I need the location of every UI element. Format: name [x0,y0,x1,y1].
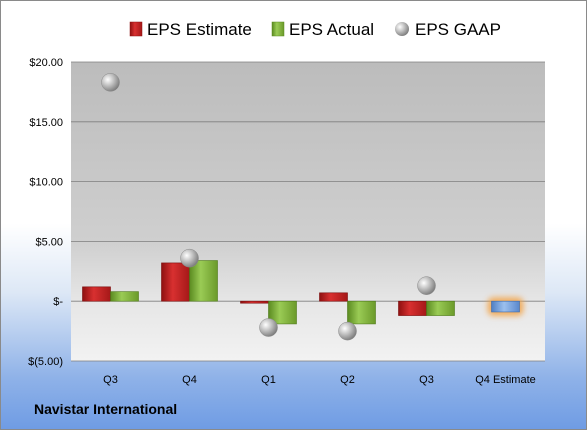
actual-bar [426,300,455,316]
estimate-bar [82,286,111,302]
y-tick-label: $(5.00) [28,356,63,368]
gaap-point [101,73,120,92]
y-tick-label: $5.00 [35,236,63,248]
legend-item-estimate: EPS Estimate [129,20,252,39]
estimate-bar [240,300,269,304]
y-tick-label: $15.00 [29,117,63,129]
gaap-point [417,276,436,295]
bars-layer [82,260,524,325]
x-tick-label: Q3 [103,374,118,386]
x-tick-label: Q1 [261,374,276,386]
legend-item-gaap: EPS GAAP [395,20,501,39]
y-axis-ticks: $(5.00) $- $5.00 $10.00 $15.00 $20.00 [28,57,63,368]
estimate-bar-future [491,300,520,313]
gaap-points-layer [101,73,436,341]
legend-swatch-gaap [395,22,409,36]
gridlines [71,61,545,362]
legend-label-estimate: EPS Estimate [147,20,252,39]
y-tick-label: $- [53,296,63,308]
actual-bar [189,260,218,302]
estimate-bar [398,300,427,316]
estimate-bar [161,262,190,302]
actual-bar [268,300,297,325]
gaap-point [259,318,278,337]
legend-swatch-estimate [129,21,143,37]
y-tick-label: $20.00 [29,57,63,69]
x-axis-ticks: Q3 Q4 Q1 Q2 Q3 Q4 Estimate [103,374,536,386]
legend-swatch-actual [271,21,285,37]
x-tick-label: Q4 Estimate [475,374,536,386]
company-name: Navistar International [34,401,178,417]
plot-area [71,62,545,361]
gaap-point [338,321,357,341]
x-tick-label: Q4 [182,374,197,386]
legend-label-gaap: EPS GAAP [415,20,501,39]
legend-label-actual: EPS Actual [289,20,374,39]
y-tick-label: $10.00 [29,177,63,189]
actual-bar [347,300,376,325]
x-tick-label: Q3 [419,374,434,386]
x-tick-label: Q2 [340,374,355,386]
legend: EPS Estimate EPS Actual EPS GAAP [129,20,501,39]
legend-item-actual: EPS Actual [271,20,374,39]
estimate-bar [319,292,348,302]
actual-bar [110,291,139,302]
gaap-point [180,248,199,268]
